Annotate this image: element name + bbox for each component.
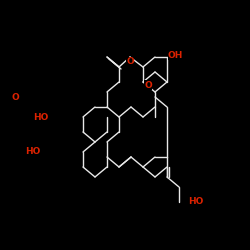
- Text: O: O: [144, 80, 152, 90]
- Text: OH: OH: [168, 50, 184, 59]
- Text: O: O: [11, 94, 19, 102]
- Text: HO: HO: [32, 114, 48, 122]
- Text: HO: HO: [188, 198, 204, 206]
- Text: HO: HO: [24, 148, 40, 156]
- Text: O: O: [126, 58, 134, 66]
